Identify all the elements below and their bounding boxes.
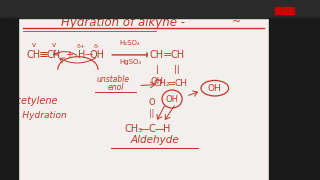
Text: OH: OH — [150, 77, 164, 86]
Text: H: H — [78, 50, 85, 60]
Text: CH: CH — [170, 50, 184, 60]
Text: δ-: δ- — [94, 44, 100, 49]
Text: CH: CH — [27, 50, 41, 60]
Text: |: | — [156, 65, 158, 74]
Text: ↓ Hydration: ↓ Hydration — [12, 111, 66, 120]
Text: CH: CH — [47, 50, 61, 60]
Text: OH: OH — [208, 84, 222, 93]
FancyArrowPatch shape — [165, 106, 174, 119]
Text: unstable: unstable — [97, 75, 130, 84]
Text: —: — — [155, 124, 164, 134]
Text: enol: enol — [108, 83, 124, 92]
Text: ~: ~ — [231, 17, 241, 27]
Text: Aldehyde: Aldehyde — [130, 135, 179, 145]
FancyArrowPatch shape — [141, 82, 155, 88]
Text: Hydration of alkyne -: Hydration of alkyne - — [61, 16, 185, 29]
FancyArrowPatch shape — [53, 50, 77, 55]
Text: CH₃: CH₃ — [124, 124, 142, 134]
Bar — [269, 18, 320, 180]
Text: —: — — [140, 124, 149, 134]
Text: —: — — [85, 50, 93, 59]
Text: C: C — [148, 124, 156, 134]
Text: HgSO₄: HgSO₄ — [119, 59, 141, 65]
Text: ||: || — [149, 109, 155, 118]
Text: OH: OH — [89, 50, 104, 60]
Text: +: + — [65, 50, 73, 60]
Text: v: v — [52, 42, 56, 48]
Bar — [0, 0, 320, 18]
Text: H: H — [164, 124, 171, 134]
Text: ||: || — [174, 65, 180, 74]
Text: H₂SO₄: H₂SO₄ — [120, 40, 140, 46]
Text: O: O — [149, 98, 155, 107]
Text: CH: CH — [150, 50, 164, 60]
Bar — [18, 18, 269, 180]
Text: δ+: δ+ — [77, 44, 86, 49]
Text: OH: OH — [165, 94, 179, 103]
FancyArrowPatch shape — [188, 91, 197, 96]
Text: CH₂: CH₂ — [154, 79, 170, 88]
FancyArrowPatch shape — [60, 58, 96, 63]
Text: CH: CH — [174, 79, 188, 88]
Text: =: = — [162, 50, 172, 60]
Bar — [275, 7, 294, 14]
Bar — [0, 18, 18, 180]
FancyArrowPatch shape — [157, 106, 164, 119]
Text: v: v — [32, 42, 36, 48]
Text: =: = — [168, 79, 176, 89]
Text: ≡: ≡ — [39, 48, 49, 61]
Text: Acetylene: Acetylene — [10, 96, 58, 106]
